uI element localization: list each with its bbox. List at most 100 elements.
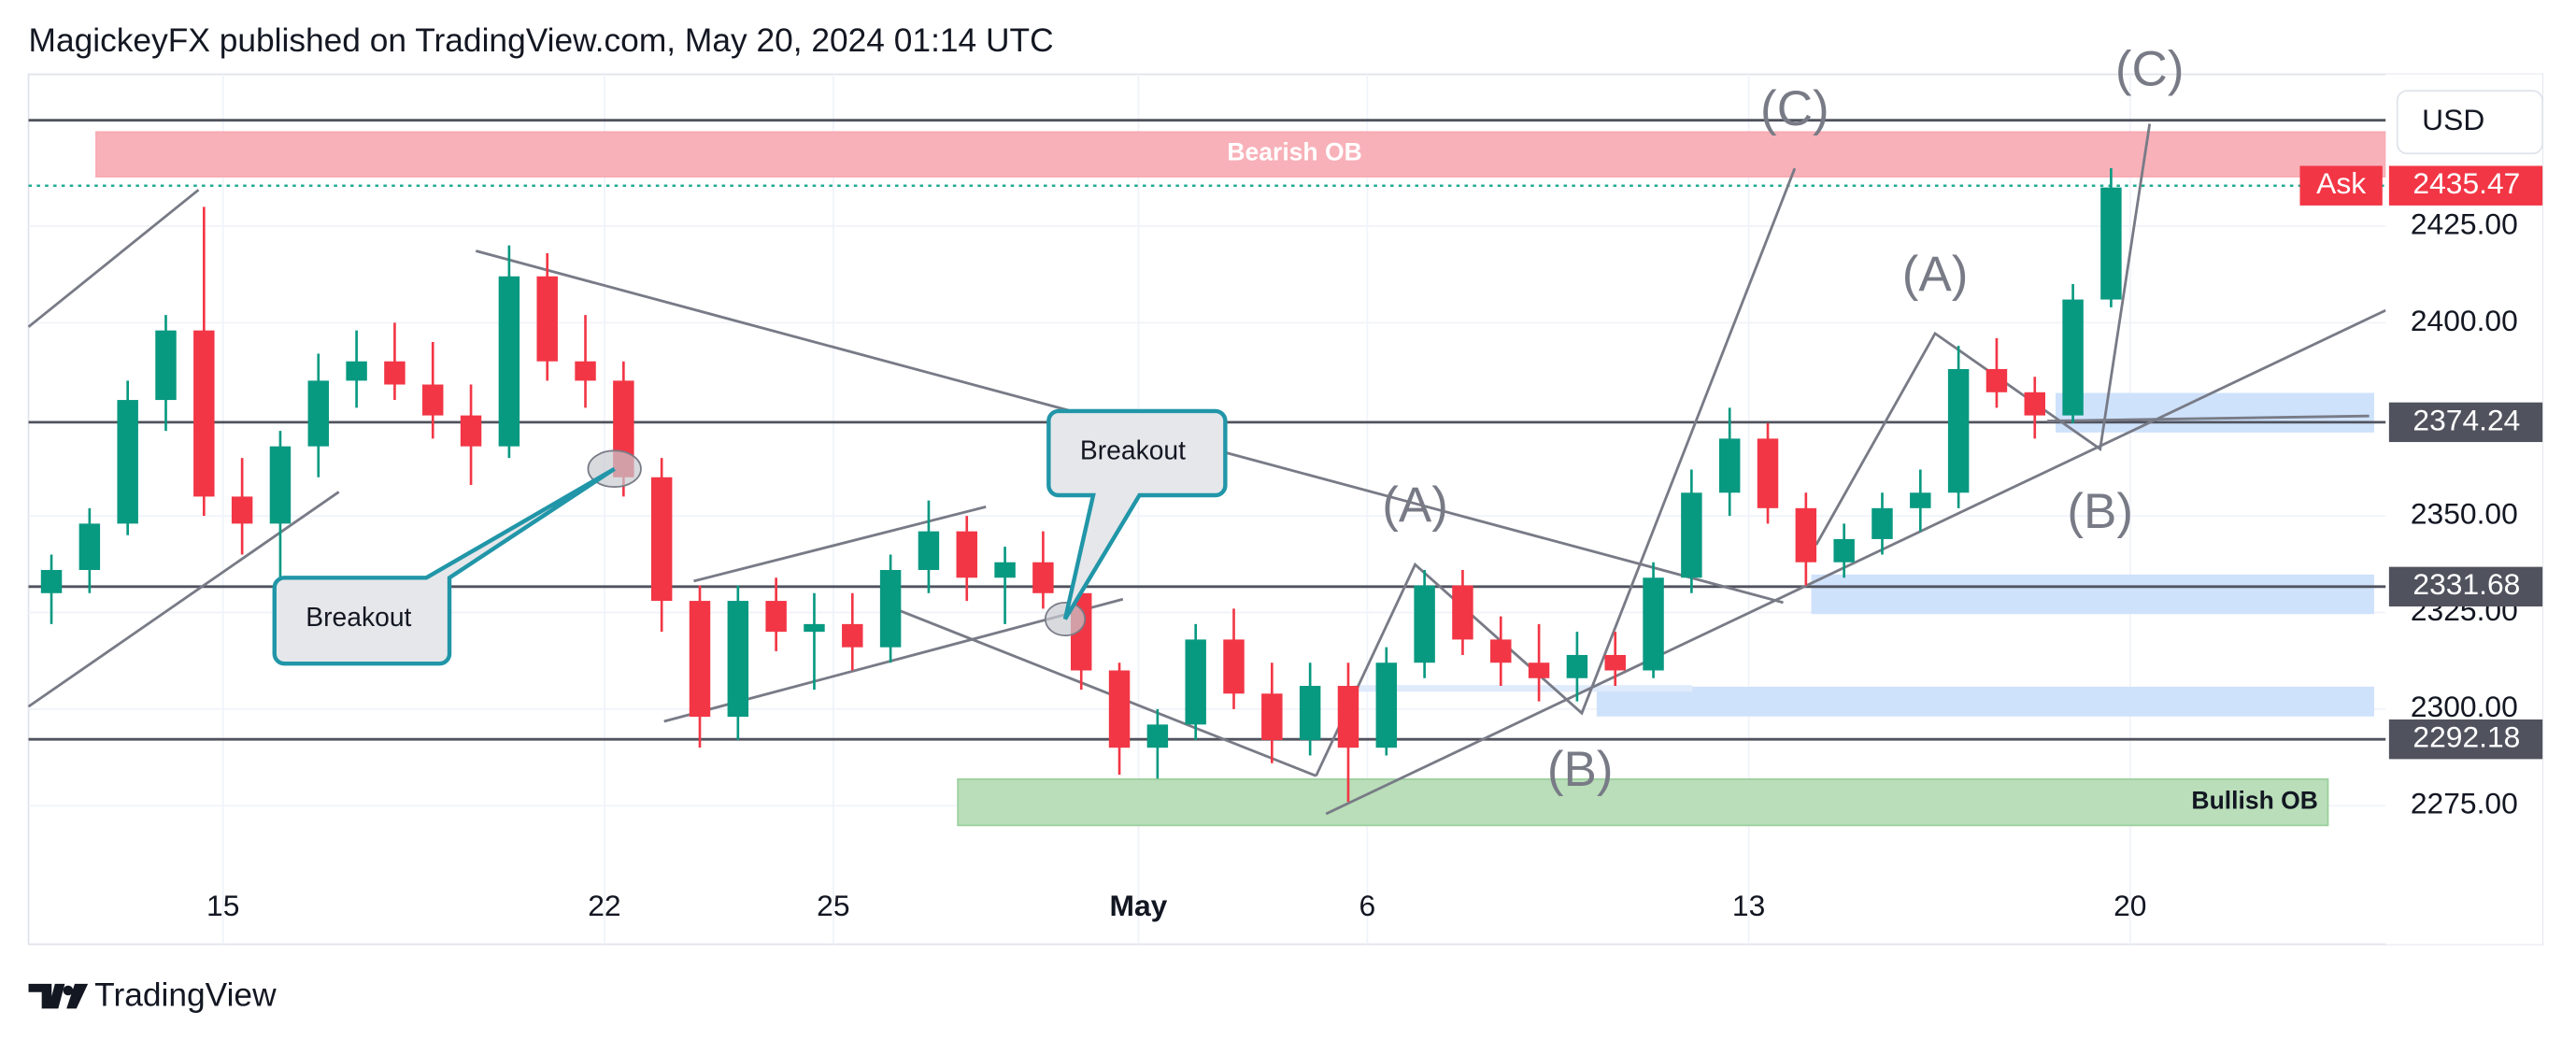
candle-body bbox=[498, 276, 520, 447]
x-tick-label: 25 bbox=[817, 889, 849, 922]
candle-body bbox=[1718, 438, 1741, 493]
price-label: 2374.24 bbox=[2412, 403, 2520, 436]
axes: 15 22 25 May 6 13 202275.002300.002325.002350.… bbox=[206, 165, 2543, 922]
price-axis bbox=[2385, 74, 2543, 945]
wave-path bbox=[1315, 167, 1797, 776]
candles bbox=[40, 167, 2122, 803]
candle-body bbox=[765, 601, 787, 633]
candle-body bbox=[727, 601, 749, 718]
candle-body bbox=[2100, 187, 2122, 300]
candle-body bbox=[2024, 392, 2045, 416]
bearish-ob-label: Bearish OB bbox=[1227, 137, 1361, 165]
x-tick-label: 15 bbox=[206, 889, 239, 922]
callout-text: Breakout bbox=[1080, 435, 1186, 465]
x-tick-label: May bbox=[1110, 889, 1168, 922]
candle-body bbox=[842, 623, 863, 648]
candle-body bbox=[1681, 492, 1702, 578]
price-label-box bbox=[2388, 402, 2543, 443]
ask-box bbox=[2299, 165, 2383, 206]
candle-body bbox=[1185, 639, 1206, 725]
candle-body bbox=[40, 569, 63, 593]
candle-body bbox=[1337, 686, 1359, 748]
candle-body bbox=[650, 477, 673, 602]
candle-body bbox=[422, 384, 444, 416]
candle-body bbox=[155, 330, 177, 401]
candle-body bbox=[1146, 724, 1169, 748]
logo-mark bbox=[66, 983, 89, 1009]
candle-body bbox=[879, 569, 902, 648]
price-label-box bbox=[2388, 719, 2543, 760]
y-tick-label: 2400.00 bbox=[2411, 304, 2518, 337]
candle-body bbox=[804, 623, 825, 633]
x-tick-label: 13 bbox=[1732, 889, 1765, 922]
bullish-ob-zone bbox=[957, 777, 2329, 827]
candle-body bbox=[231, 496, 253, 524]
callout-box bbox=[1046, 408, 1228, 620]
candle-body bbox=[1985, 368, 2008, 392]
candle-body bbox=[1299, 686, 1321, 740]
candle-body bbox=[918, 531, 940, 570]
bearish-ob-zone bbox=[95, 131, 2387, 178]
candle-body bbox=[384, 361, 406, 385]
y-tick-label: 2350.00 bbox=[2411, 497, 2518, 531]
candle-body bbox=[1643, 577, 1664, 671]
candle-body bbox=[1528, 662, 1550, 678]
wave-label: (A) bbox=[1382, 477, 1448, 533]
candle-body bbox=[307, 380, 330, 447]
brand: TradingView bbox=[94, 976, 277, 1013]
logo-mark bbox=[63, 985, 74, 996]
trend-line bbox=[1325, 308, 2386, 816]
demand-zone bbox=[1354, 685, 1693, 692]
candle-body bbox=[1261, 693, 1283, 740]
candle-body bbox=[193, 330, 215, 497]
candle-body bbox=[1108, 670, 1131, 748]
trend-line bbox=[27, 189, 200, 328]
trend-line bbox=[27, 491, 340, 708]
wave-label: (C) bbox=[2115, 42, 2185, 97]
wave-path bbox=[1815, 123, 2152, 546]
x-tick-label: 20 bbox=[2113, 889, 2146, 922]
candle-body bbox=[1566, 654, 1588, 678]
currency-button[interactable] bbox=[2396, 90, 2544, 155]
candle-body bbox=[1452, 585, 1473, 640]
candle-body bbox=[1375, 662, 1398, 748]
demand-zone bbox=[1596, 686, 2374, 717]
candle-body bbox=[1490, 639, 1512, 663]
candle-body bbox=[346, 361, 367, 381]
candle-body bbox=[689, 601, 711, 718]
wave-label: (A) bbox=[1902, 247, 1969, 302]
bullish-ob-label: Bullish OB bbox=[2191, 787, 2317, 815]
price-label-box bbox=[2388, 566, 2543, 607]
price-label: 2331.68 bbox=[2412, 567, 2520, 601]
candle-body bbox=[1947, 368, 1970, 493]
candle-body bbox=[956, 531, 977, 578]
ask-label: Ask bbox=[2316, 166, 2366, 200]
x-tick-label: 6 bbox=[1359, 889, 1376, 922]
price-label: 2292.18 bbox=[2412, 720, 2520, 754]
candle-body bbox=[1795, 507, 1817, 563]
currency: USD bbox=[2422, 103, 2484, 136]
wave-label: (B) bbox=[2067, 484, 2133, 539]
candle-body bbox=[1604, 654, 1626, 671]
logo-mark bbox=[28, 983, 65, 1009]
y-tick-label: 2300.00 bbox=[2411, 690, 2518, 723]
candle-body bbox=[78, 523, 101, 570]
candle-body bbox=[460, 415, 482, 447]
callout-text: Breakout bbox=[306, 602, 411, 632]
trend-line bbox=[693, 505, 987, 583]
candle-body bbox=[1910, 492, 1931, 508]
brand-logo bbox=[28, 983, 89, 1009]
candle-body bbox=[1872, 507, 1893, 539]
candle-body bbox=[1414, 585, 1435, 663]
wave-label: (C) bbox=[1760, 81, 1829, 136]
candle-body bbox=[2062, 299, 2084, 416]
y-tick-label: 2425.00 bbox=[2411, 207, 2518, 240]
y-tick-label: 2275.00 bbox=[2411, 787, 2518, 820]
trend-line bbox=[2047, 414, 2370, 422]
x-tick-label: 22 bbox=[588, 889, 620, 922]
wave-label: (B) bbox=[1547, 742, 1614, 797]
candle-body bbox=[1833, 538, 1855, 563]
candle-body bbox=[1223, 639, 1245, 694]
callout-box bbox=[272, 466, 616, 666]
